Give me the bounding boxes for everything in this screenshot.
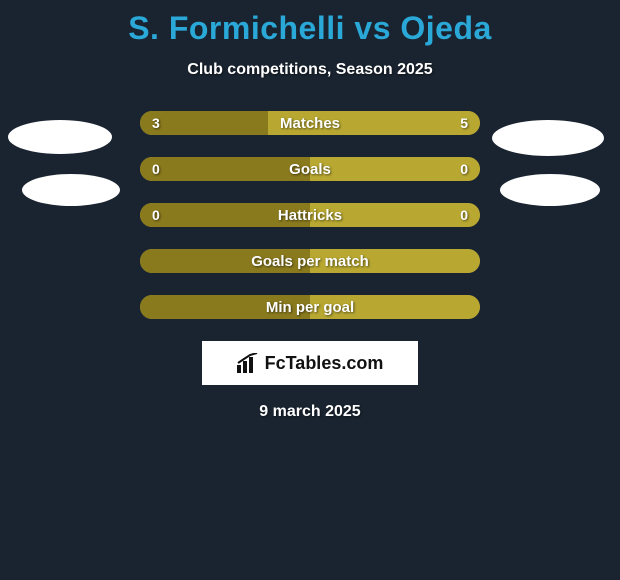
stat-bar-left-fill — [140, 157, 310, 181]
chart-icon — [237, 353, 259, 373]
page-title: S. Formichelli vs Ojeda — [0, 0, 620, 47]
player-right-avatar-2 — [500, 174, 600, 206]
stat-bar-left-fill — [140, 249, 310, 273]
stat-bar-right-fill — [310, 249, 480, 273]
stat-bar-right-fill — [310, 295, 480, 319]
stat-bar-right-fill — [310, 157, 480, 181]
site-badge[interactable]: FcTables.com — [202, 341, 418, 385]
player-right-avatar-1 — [492, 120, 604, 156]
stat-bar-left-fill — [140, 111, 268, 135]
stat-bar: Min per goal — [140, 295, 480, 319]
site-name: FcTables.com — [265, 353, 384, 374]
stat-bar-left-fill — [140, 295, 310, 319]
date-label: 9 march 2025 — [0, 403, 620, 421]
page-subtitle: Club competitions, Season 2025 — [0, 61, 620, 79]
stat-bar-left-fill — [140, 203, 310, 227]
stat-bar-right-fill — [310, 203, 480, 227]
stat-bar: 00Hattricks — [140, 203, 480, 227]
comparison-bars: 35Matches 00Goals 00Hattricks Goals per mat… — [140, 111, 480, 319]
stat-bar-right-fill — [268, 111, 481, 135]
stat-bar: Goals per match — [140, 249, 480, 273]
stat-bar: 00Goals — [140, 157, 480, 181]
player-left-avatar-1 — [8, 120, 112, 154]
stat-bar: 35Matches — [140, 111, 480, 135]
player-left-avatar-2 — [22, 174, 120, 206]
